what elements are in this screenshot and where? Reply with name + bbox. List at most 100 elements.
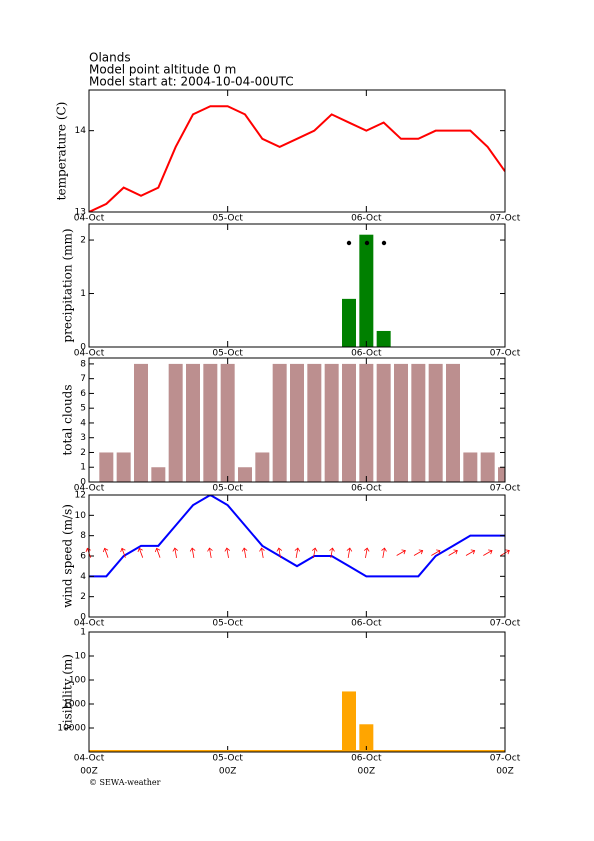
y-axis-label: precipitation (mm): [61, 228, 75, 342]
wind-arrow: [381, 547, 387, 558]
wind-arrow: [329, 547, 335, 558]
wind-arrow: [311, 547, 318, 558]
y-tick-label: 1000: [63, 700, 86, 710]
y-tick-label: 1: [80, 289, 86, 299]
y-tick-label: 0: [80, 343, 86, 353]
bar: [394, 363, 408, 482]
wind-arrow-shape: [381, 547, 387, 558]
bar: [307, 363, 322, 482]
y-tick-label: 8: [80, 531, 86, 541]
shower-symbol: [381, 240, 387, 246]
wind-arrow: [431, 549, 441, 556]
x-tick-label: 07-Oct: [490, 754, 521, 764]
x-tick-label: 05-Oct: [212, 619, 243, 629]
footer: © SEWA-weather: [89, 778, 161, 787]
bar: [411, 363, 426, 482]
wind-arrow-shape: [413, 549, 424, 556]
x-tick-label: 05-Oct: [212, 754, 243, 764]
bar: [324, 363, 339, 482]
y-tick-label: 10000: [57, 724, 86, 734]
wind-arrow-shape: [311, 547, 318, 558]
wind-arrow-shape: [431, 549, 441, 556]
wind-arrow: [259, 547, 265, 558]
wind-arrow: [207, 547, 213, 558]
bar: [99, 452, 114, 482]
x-tick-label: 04-Oct: [74, 754, 105, 764]
y-tick-label: 5: [80, 404, 86, 414]
bar: [342, 298, 356, 347]
wind-arrow: [294, 547, 301, 558]
y-tick-label: 1: [80, 628, 86, 638]
bar: [446, 363, 460, 482]
wind-arrow: [224, 547, 231, 558]
bar: [480, 452, 495, 482]
y-tick-label: 10: [75, 652, 87, 662]
line: [89, 495, 505, 578]
bar: [376, 363, 391, 482]
station-title: Olands: [89, 51, 131, 65]
model-start: Model start at: 2004-10-04-00UTC: [89, 75, 294, 89]
x-tick-label: 06-Oct: [351, 484, 382, 494]
wind-arrow: [137, 547, 144, 558]
y-axis-label: wind speed (m/s): [61, 504, 75, 608]
bar: [116, 452, 131, 482]
x-tick-label: 07-Oct: [490, 619, 521, 629]
y-tick-label: 4: [80, 418, 86, 428]
x-tick-label: 07-Oct: [490, 349, 521, 359]
wind-arrow-shape: [448, 549, 458, 556]
wind-arrow: [172, 547, 179, 558]
x-tick-label: 05-Oct: [212, 349, 243, 359]
plot-area: [89, 495, 505, 578]
wind-arrow: [363, 547, 370, 558]
y-tick-label: 100: [69, 676, 86, 686]
plot-area: [342, 234, 391, 347]
y-tick-label: 2: [80, 592, 86, 602]
y-tick-label: 0: [80, 478, 86, 488]
wind-arrow: [241, 547, 248, 558]
wind-arrow-shape: [102, 547, 109, 558]
x-sublabel: 00Z: [219, 767, 237, 777]
y-tick-label: 12: [75, 491, 86, 501]
wind-arrow-shape: [189, 547, 196, 558]
wind-arrow: [413, 549, 424, 556]
wind-arrow-shape: [329, 547, 335, 558]
wind-arrow-shape: [465, 549, 476, 556]
x-tick-label: 04-Oct: [74, 484, 105, 494]
x-tick-label: 06-Oct: [351, 619, 382, 629]
y-tick-label: 3: [80, 433, 86, 443]
x-tick-label: 04-Oct: [74, 214, 105, 224]
altitude: Model point altitude 0 m: [89, 63, 236, 77]
wind-arrow-shape: [346, 547, 353, 558]
bar: [498, 467, 505, 482]
bar: [359, 234, 374, 347]
wind-arrow-shape: [154, 547, 161, 558]
y-tick-label: 13: [75, 208, 86, 218]
wind-arrow: [396, 549, 406, 556]
wind-arrow: [448, 549, 458, 556]
y-tick-label: 0: [80, 613, 86, 623]
plot-area: [342, 691, 374, 752]
wind-arrow-shape: [259, 547, 265, 558]
frame: [88, 223, 506, 348]
plot-area: [99, 363, 505, 482]
x-tick-label: 07-Oct: [490, 484, 521, 494]
wind-arrow-shape: [172, 547, 179, 558]
y-axis-label: total clouds: [61, 384, 75, 455]
bar: [186, 363, 200, 482]
y-tick-label: 7: [80, 374, 86, 384]
frame: [88, 89, 506, 213]
bar: [359, 363, 374, 482]
x-tick-label: 06-Oct: [351, 754, 382, 764]
x-tick-label: 05-Oct: [212, 484, 243, 494]
bar: [220, 363, 235, 482]
wind-arrow-shape: [207, 547, 213, 558]
wind-arrow-shape: [294, 547, 301, 558]
x-tick-label: 06-Oct: [351, 214, 382, 224]
wind-arrow: [465, 549, 476, 556]
y-tick-label: 4: [80, 572, 86, 582]
y-tick-label: 10: [75, 511, 87, 521]
y-tick-label: 1: [80, 463, 86, 473]
frame: [88, 494, 506, 618]
bar: [255, 452, 270, 482]
